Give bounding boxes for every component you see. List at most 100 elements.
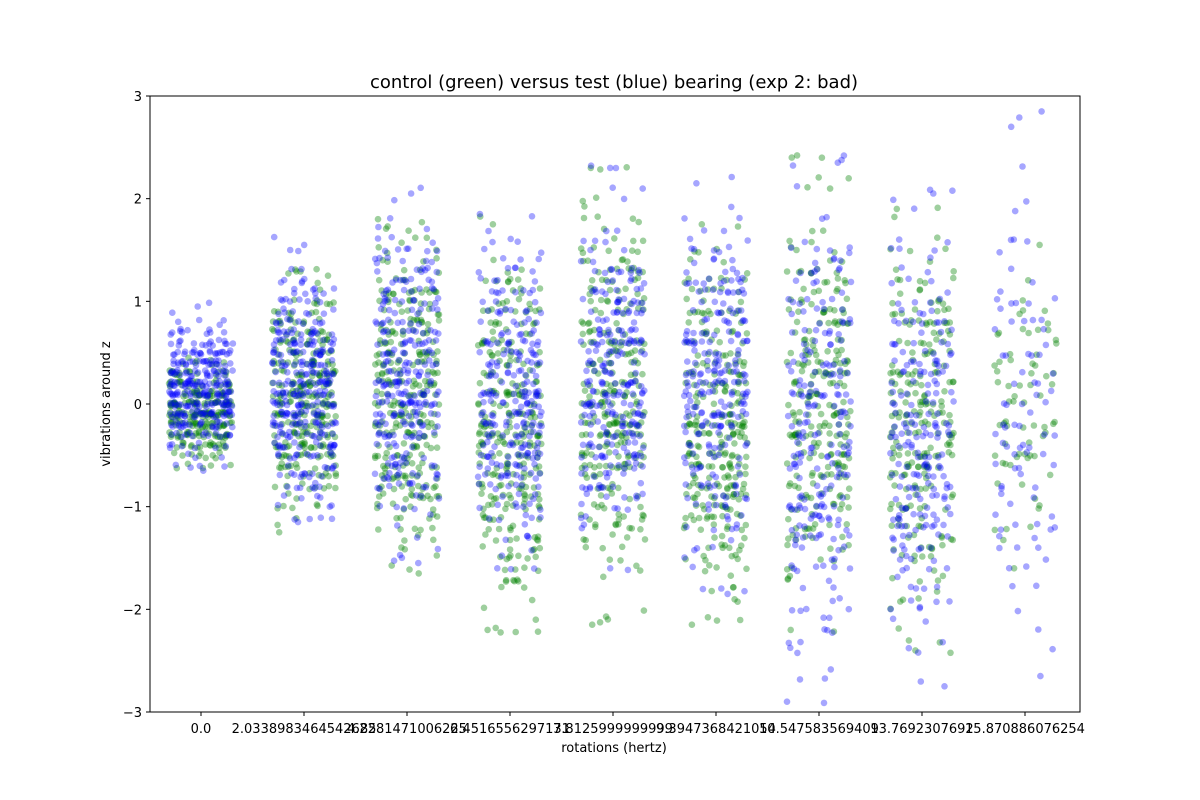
data-point (689, 563, 696, 571)
data-point (389, 379, 397, 386)
data-point (192, 420, 199, 428)
data-point (720, 300, 727, 307)
data-point (324, 381, 331, 388)
data-point (1003, 525, 1010, 533)
data-point (703, 330, 710, 337)
data-point (316, 315, 323, 323)
data-point (166, 429, 173, 436)
data-point (890, 444, 897, 452)
data-point (405, 429, 413, 437)
data-point (889, 615, 897, 623)
data-point (601, 360, 609, 367)
y-axis-label: vibrations around z (99, 341, 114, 467)
data-point (717, 422, 725, 430)
data-point (927, 482, 935, 490)
data-point (691, 494, 699, 502)
data-point (323, 403, 330, 411)
data-point (284, 377, 292, 385)
data-point (811, 347, 818, 354)
data-point (279, 443, 287, 451)
data-point (330, 285, 338, 292)
data-point (398, 401, 406, 409)
data-point (937, 328, 945, 336)
data-point (324, 451, 331, 458)
data-point (621, 460, 628, 468)
data-point (512, 397, 519, 405)
x-tick-label: 4.2281471006225 (347, 722, 467, 737)
data-point (412, 380, 419, 388)
data-point (919, 553, 926, 560)
data-point (899, 348, 907, 356)
data-point (898, 264, 905, 271)
data-point (177, 434, 184, 441)
data-point (738, 412, 745, 420)
data-point (408, 472, 416, 479)
data-point (205, 430, 213, 437)
data-point (176, 371, 184, 379)
data-point (324, 272, 332, 280)
data-point (187, 377, 194, 385)
data-point (713, 245, 720, 253)
data-point (480, 604, 488, 612)
data-point (618, 338, 626, 346)
data-point (924, 390, 932, 397)
data-point (526, 300, 533, 308)
data-point (412, 328, 420, 335)
data-point (499, 433, 506, 441)
data-point (330, 306, 337, 313)
y-tick-label: 1 (134, 295, 142, 310)
data-point (598, 501, 605, 509)
data-point (905, 644, 913, 652)
data-point (706, 388, 713, 396)
data-point (931, 247, 938, 254)
data-point (190, 388, 198, 396)
data-point (203, 371, 211, 379)
data-point (789, 409, 797, 416)
data-point (690, 472, 697, 479)
data-point (182, 369, 190, 377)
data-point (406, 399, 414, 406)
data-point (513, 439, 520, 446)
data-point (304, 380, 312, 387)
data-point (830, 535, 837, 543)
data-point (887, 369, 894, 377)
data-point (813, 503, 820, 510)
data-point (917, 485, 924, 493)
data-point (531, 449, 539, 457)
x-tick-label: 9.3947368421054 (656, 722, 776, 737)
data-point (507, 357, 514, 365)
data-point (818, 490, 825, 497)
data-point (189, 432, 196, 440)
data-point (505, 340, 513, 348)
data-point (836, 474, 843, 481)
data-point (390, 485, 398, 493)
data-point (410, 442, 417, 449)
data-point (845, 454, 853, 462)
data-point (703, 315, 711, 323)
data-point (197, 410, 204, 417)
data-point (223, 368, 230, 376)
data-point (330, 462, 338, 470)
data-point (314, 452, 321, 459)
data-point (622, 285, 629, 293)
data-point (891, 423, 898, 430)
data-point (992, 460, 999, 468)
data-point (578, 524, 586, 532)
data-point (204, 398, 212, 405)
data-point (722, 383, 730, 390)
data-point (713, 617, 721, 624)
data-point (413, 266, 421, 274)
data-point (719, 464, 727, 471)
data-point (699, 422, 706, 429)
data-point (1048, 381, 1056, 388)
data-point (698, 423, 706, 430)
data-point (698, 309, 706, 317)
data-point (291, 471, 298, 479)
data-point (788, 607, 796, 614)
data-point (515, 578, 522, 585)
data-point (921, 392, 928, 399)
data-point (222, 379, 229, 386)
data-point (741, 587, 748, 595)
data-point (717, 443, 725, 451)
data-point (206, 360, 214, 368)
